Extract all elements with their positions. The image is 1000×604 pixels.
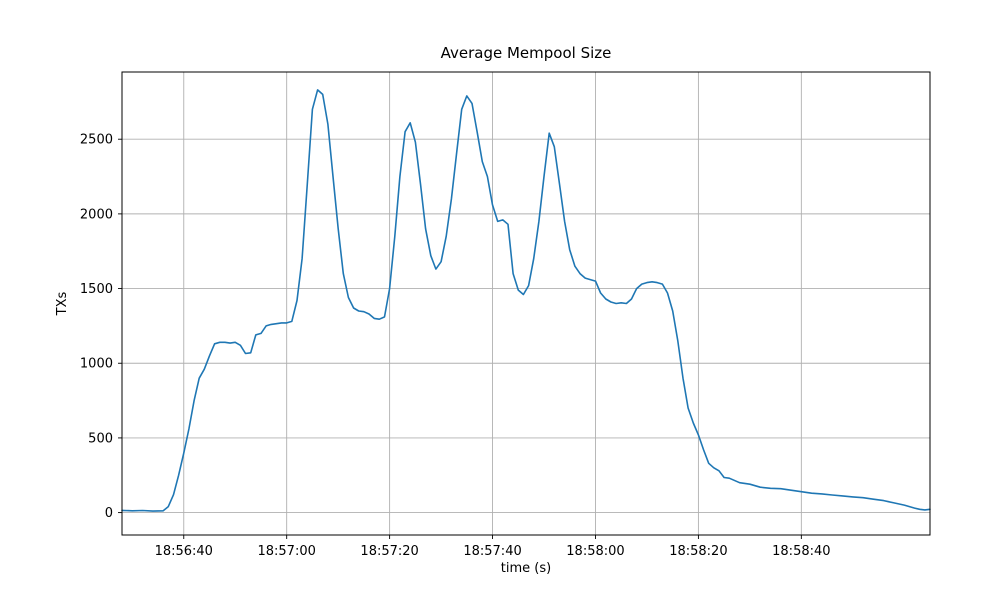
x-tick-label: 18:58:00 bbox=[566, 544, 624, 559]
line-series-average-mempool-size bbox=[121, 89, 931, 512]
x-tick-label: 18:57:40 bbox=[463, 544, 521, 559]
y-tick-label: 2500 bbox=[80, 133, 113, 148]
axis-ticks: 18:56:40 18:57:00 18:57:20 18:57:40 18:58:00… bbox=[80, 133, 831, 559]
x-tick-label: 18:58:20 bbox=[669, 544, 727, 559]
y-tick-label: 1000 bbox=[80, 357, 113, 372]
x-tick-label: 18:56:40 bbox=[155, 544, 213, 559]
x-axis-label: time (s) bbox=[501, 561, 551, 576]
y-tick-label: 500 bbox=[88, 431, 113, 446]
y-axis-label: TXs bbox=[55, 291, 70, 316]
grid bbox=[122, 72, 930, 535]
x-tick-label: 18:57:00 bbox=[257, 544, 315, 559]
chart-title: Average Mempool Size bbox=[441, 44, 612, 62]
plot-border bbox=[121, 71, 931, 536]
y-tick-label: 0 bbox=[105, 506, 113, 521]
y-tick-label: 2000 bbox=[80, 207, 113, 222]
y-tick-label: 1500 bbox=[80, 282, 113, 297]
series-layer bbox=[121, 89, 931, 512]
x-tick-label: 18:57:20 bbox=[360, 544, 418, 559]
x-tick-label: 18:58:40 bbox=[772, 544, 830, 559]
